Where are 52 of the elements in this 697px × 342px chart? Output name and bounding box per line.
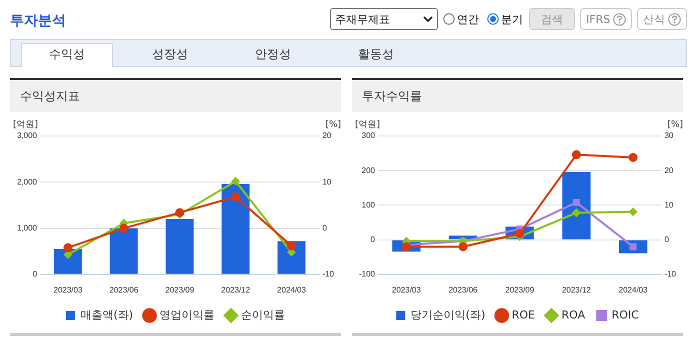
legend-label: 당기순이익(좌) [410,308,486,322]
text: 성장성 [151,46,189,63]
y2-tick-label: 30 [664,131,674,140]
y-axis-title: [억원] [13,120,38,130]
legend-label: ROA [561,308,586,322]
x-tick-label: 2023/06 [448,285,478,294]
y-tick-label: 100 [362,200,376,210]
legend-label: 매출액(좌) [80,308,134,322]
y2-tick-label: 0 [322,223,328,232]
legend-label: 순이익률 [241,308,286,322]
text: 산식 [643,12,665,26]
text: IFRS [586,12,610,26]
x-tick-label: 2023/12 [562,285,592,294]
x-tick-label: 2023/09 [165,285,195,294]
y-tick-label: 1,000 [16,223,38,232]
legend-label: ROE [512,308,536,322]
text: 분기 [501,12,523,26]
legend-label: ROIC [612,308,640,322]
text: 투자분석 [10,12,66,30]
y-tick-label: 200 [362,166,376,175]
y2-tick-label: 20 [664,166,674,175]
y-tick-label: 3,000 [16,131,38,140]
legend-label: 영업이익률 [160,308,215,322]
y2-tick-label: 20 [322,131,332,140]
x-tick-label: 2024/03 [277,285,307,294]
y2-axis-title: [%] [667,120,684,130]
y-tick-label: 0 [32,270,38,279]
text: 연간 [457,12,479,26]
y2-tick-label: -10 [664,270,677,279]
text: 수익성 [21,43,113,67]
y2-tick-label: 0 [664,235,670,244]
y-tick-label: -100 [358,270,376,279]
text: 검색 [541,12,563,26]
y2-tick-label: -10 [322,270,335,279]
chart-title: 수익성지표 [10,80,341,112]
y-axis-title: [억원] [355,120,380,130]
x-tick-label: 2024/03 [618,285,648,294]
y-tick-label: 2,000 [16,177,38,186]
y-tick-label: 0 [370,235,376,244]
text: 활동성 [357,46,395,63]
text: 안정성 [254,46,292,63]
x-tick-label: 2023/03 [54,285,83,294]
y2-tick-label: 10 [664,200,674,210]
y-tick-label: 300 [362,131,376,140]
x-tick-label: 2023/09 [505,285,535,294]
x-tick-label: 2023/12 [221,285,251,294]
chart-title: 투자수익률 [352,80,683,112]
y2-axis-title: [%] [325,120,342,130]
x-tick-label: 2023/06 [109,285,139,294]
y2-tick-label: 10 [322,177,332,186]
x-tick-label: 2023/03 [392,285,422,294]
text: 주재무제표 [335,12,390,26]
